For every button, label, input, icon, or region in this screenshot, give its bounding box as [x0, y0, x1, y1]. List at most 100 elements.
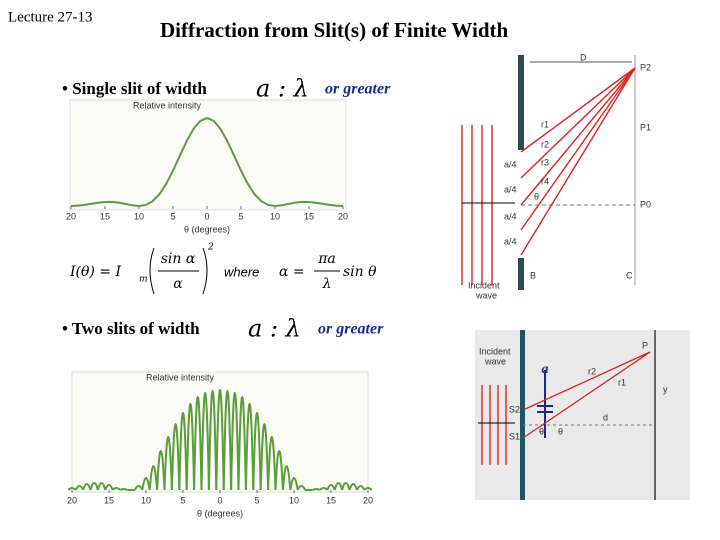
fringe	[281, 465, 292, 491]
suffix: or greater	[325, 81, 391, 98]
label: S1	[509, 431, 520, 441]
fringe	[178, 412, 188, 491]
fringe	[267, 436, 277, 491]
fringe	[341, 482, 351, 491]
label: y	[663, 384, 668, 394]
label: a/4	[504, 159, 517, 169]
label: a	[542, 362, 549, 377]
fringe	[348, 483, 358, 491]
ray	[522, 351, 651, 439]
bullet: • Single slit of width	[62, 79, 207, 98]
fringe	[96, 482, 107, 491]
formula-part: where	[224, 264, 259, 279]
fringe	[104, 484, 114, 491]
fringe	[156, 450, 166, 491]
fringe	[89, 482, 99, 491]
fringe	[200, 392, 210, 491]
x-tick-label: 15	[326, 495, 336, 505]
x-tick-label: 20	[338, 211, 348, 221]
label: S2	[509, 404, 520, 414]
fringe	[312, 488, 321, 491]
x-axis-label: θ (degrees)	[197, 508, 243, 518]
fringe	[289, 477, 299, 491]
wall	[518, 258, 524, 290]
symbol: a : λ	[256, 75, 309, 103]
label: θ	[558, 426, 563, 436]
fringe	[82, 483, 92, 491]
label: r1	[541, 119, 549, 129]
label: θ	[539, 426, 544, 436]
label: P1	[640, 122, 651, 132]
double-slit-diagram: Incident wave a P r2 r1 y S2 S1 d θ θ	[475, 330, 690, 500]
x-tick-label: 0	[217, 495, 222, 505]
fringe	[333, 482, 344, 491]
x-tick-label: 5	[238, 211, 243, 221]
x-tick-label: 5	[180, 495, 185, 505]
label: C	[626, 270, 633, 280]
fringe	[244, 403, 255, 491]
formula-part: 2	[207, 243, 214, 253]
fringe	[193, 396, 203, 491]
bullet: • Two slits of width	[62, 319, 200, 338]
fringe	[274, 450, 284, 491]
label: P	[642, 340, 648, 350]
label: wave	[484, 356, 506, 366]
fringe	[215, 389, 225, 491]
wavefronts	[461, 125, 493, 285]
plot-frame	[71, 371, 369, 493]
wall	[518, 55, 524, 150]
formula-part: πa	[317, 251, 336, 267]
x-tick-label: 15	[100, 211, 110, 221]
lecture-number: Lecture 27-13	[8, 9, 93, 25]
formula-part: α	[173, 276, 183, 292]
x-tick-label: 5	[254, 495, 259, 505]
formula: I(θ) = I m sin α α 2 where α = πa λ sin …	[69, 243, 377, 295]
label: d	[603, 412, 608, 422]
fringe	[259, 423, 270, 491]
fringe	[119, 488, 128, 491]
fringe	[237, 396, 247, 491]
x-tick-label: 15	[104, 495, 114, 505]
x-tick-label: 10	[270, 211, 280, 221]
formula-part: m	[139, 275, 148, 285]
label: wave	[475, 290, 497, 300]
fringe	[185, 403, 196, 491]
fringe	[148, 465, 159, 491]
x-tick-label: 20	[67, 495, 77, 505]
wavefronts	[481, 385, 507, 465]
wall	[520, 330, 525, 500]
label: B	[530, 270, 536, 280]
label: a/4	[504, 236, 517, 246]
x-tick-label: 10	[134, 211, 144, 221]
fringe	[252, 412, 262, 491]
formula-part: sin α	[161, 251, 196, 267]
label: a/4	[504, 184, 517, 194]
label: P2	[640, 62, 651, 72]
x-axis-label: θ (degrees)	[184, 224, 230, 234]
label: r3	[541, 157, 549, 167]
formula-part: λ	[322, 276, 332, 292]
label: θ	[534, 191, 539, 201]
y-axis-label: Relative intensity	[133, 100, 202, 110]
x-tick-label: 10	[289, 495, 299, 505]
intensity-curve	[70, 116, 344, 208]
formula-part: I(θ) = I	[69, 264, 122, 280]
fringe	[222, 390, 233, 491]
formula-part: sin θ	[343, 264, 377, 280]
fringe	[296, 485, 307, 491]
x-tick-label: 15	[304, 211, 314, 221]
x-tick-label: 20	[66, 211, 76, 221]
label: r1	[618, 377, 626, 387]
symbol: a : λ	[248, 315, 301, 343]
formula-part: α =	[279, 264, 305, 280]
x-tick-label: 0	[204, 211, 209, 221]
paren	[149, 247, 208, 295]
fringe	[163, 436, 173, 491]
y-axis-label: Relative intensity	[146, 372, 215, 382]
x-tick-label: 10	[141, 495, 151, 505]
x-tick-label: 20	[363, 495, 373, 505]
ray	[522, 351, 651, 411]
x-tick-label: 5	[170, 211, 175, 221]
label: a/4	[504, 211, 517, 221]
